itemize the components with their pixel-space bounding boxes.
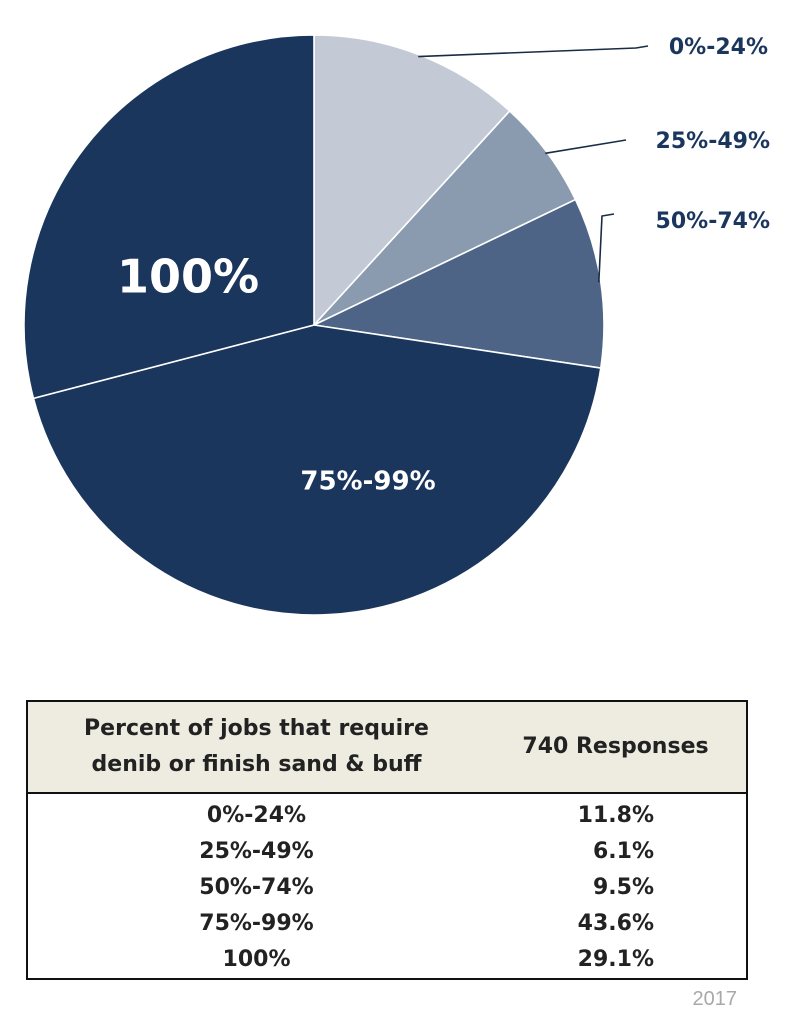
percent-cell: 9.5% — [592, 875, 654, 900]
leader-line-0%-24% — [418, 45, 649, 58]
pie-slice-75%-99% — [32, 324, 602, 616]
percent-cell: 29.1% — [577, 947, 654, 972]
range-header-line-1: Percent of jobs that require — [84, 716, 429, 741]
table-header-row: Percent of jobs that require denib or fi… — [27, 701, 747, 794]
pie-chart: 0%-24% 25%-49% 50%-74% 75%-99% 100% — [23, 34, 770, 616]
range-cell: 50%-74% — [199, 875, 314, 900]
percent-cell: 6.1% — [592, 839, 654, 864]
year-label: 2017 — [692, 988, 738, 1010]
range-cell: 75%-99% — [199, 911, 314, 936]
slice-label-75%-99%: 75%-99% — [300, 467, 435, 497]
responses-column-header: 740 Responses — [485, 701, 747, 794]
results-table: Percent of jobs that require denib or fi… — [26, 700, 748, 980]
range-column-header: Percent of jobs that require denib or fi… — [27, 701, 485, 794]
pie-slice-100% — [23, 34, 315, 400]
leader-line-50%-74% — [598, 213, 615, 283]
slice-label-100%: 100% — [117, 250, 259, 304]
table-row: 25%-49% 6.1% — [27, 834, 747, 870]
table-row: 0%-24% 11.8% — [27, 793, 747, 834]
percent-cell: 43.6% — [577, 911, 654, 936]
range-cell: 0%-24% — [206, 803, 307, 828]
percent-cell: 11.8% — [577, 803, 654, 828]
range-cell: 25%-49% — [199, 839, 314, 864]
table-row: 100% 29.1% — [27, 942, 747, 979]
pie-slice-50%-74% — [313, 198, 605, 369]
range-header-line-2: denib or finish sand & buff — [91, 752, 422, 777]
pie-slice-0%-24% — [313, 34, 511, 326]
table-row: 75%-99% 43.6% — [27, 906, 747, 942]
slice-label-0%-24%: 0%-24% — [669, 35, 768, 60]
table-row: 50%-74% 9.5% — [27, 870, 747, 906]
leader-line-25%-49% — [545, 139, 627, 155]
slice-label-25%-49%: 25%-49% — [656, 129, 770, 154]
range-cell: 100% — [222, 947, 291, 972]
slice-label-50%-74%: 50%-74% — [656, 209, 770, 234]
